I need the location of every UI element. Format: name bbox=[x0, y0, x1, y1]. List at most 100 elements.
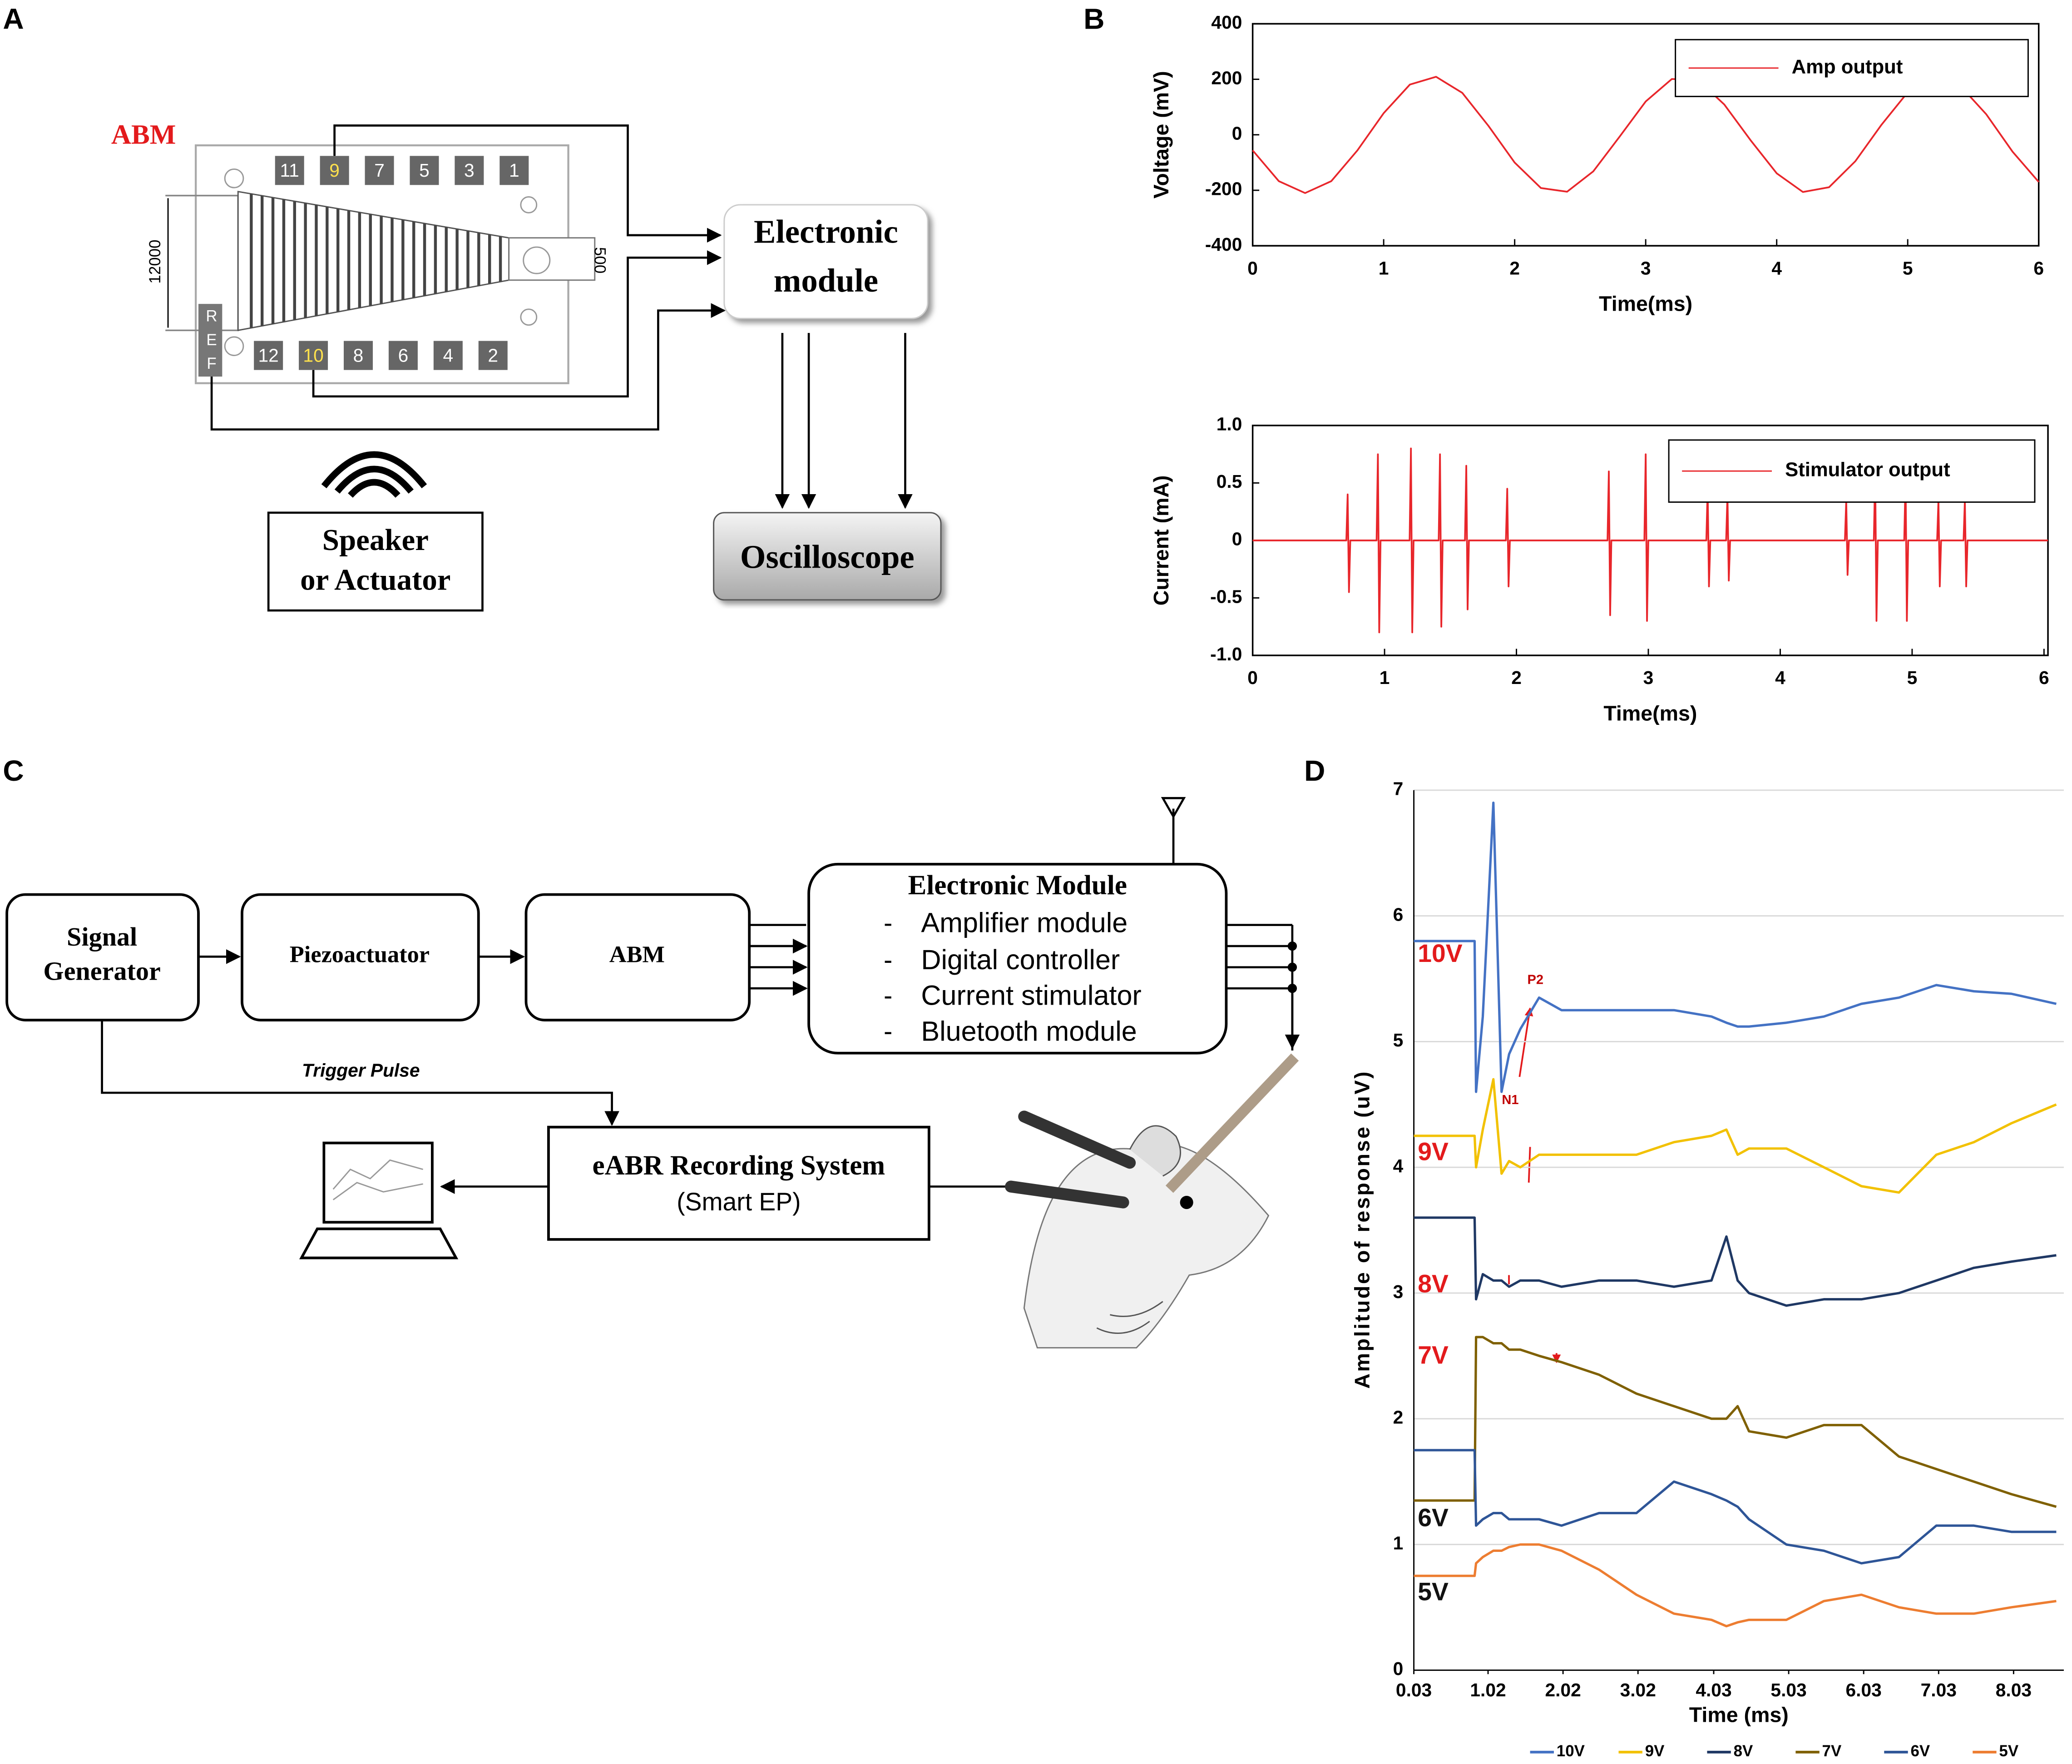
ref-label: F bbox=[207, 355, 216, 372]
electrode bbox=[410, 156, 439, 185]
ref-label: E bbox=[206, 331, 217, 349]
electrode-label: 12 bbox=[258, 345, 279, 366]
x-tick-label: 5 bbox=[1903, 258, 1913, 278]
legend-label: 7V bbox=[1822, 1742, 1842, 1760]
y-tick-label: 0 bbox=[1232, 529, 1242, 550]
electrode-label: 4 bbox=[443, 345, 454, 366]
module-box bbox=[723, 204, 929, 319]
y-tick-label: 0.5 bbox=[1216, 471, 1242, 492]
box bbox=[807, 862, 1228, 1055]
series-label: 6V bbox=[1418, 1503, 1449, 1531]
y-tick-label: 6 bbox=[1393, 904, 1404, 925]
label: or Actuator bbox=[300, 563, 450, 596]
y-tick-label: 0 bbox=[1232, 123, 1242, 144]
y-tick-label: 200 bbox=[1211, 67, 1242, 88]
y-tick-label: -200 bbox=[1205, 178, 1242, 199]
x-tick-label: 3 bbox=[1643, 667, 1654, 688]
label: Piezoactuator bbox=[290, 941, 430, 967]
rat bbox=[1023, 1143, 1270, 1349]
annotation: N1 bbox=[1502, 1093, 1518, 1107]
x-axis-label: Time(ms) bbox=[1599, 292, 1692, 315]
label: Speaker bbox=[322, 523, 429, 557]
x-tick-label: 5.03 bbox=[1770, 1680, 1806, 1700]
bullet: - bbox=[884, 945, 892, 975]
arrow bbox=[101, 1020, 619, 1126]
box bbox=[547, 1125, 930, 1241]
y-tick-label: 1 bbox=[1393, 1532, 1404, 1553]
label: module bbox=[774, 262, 878, 299]
screen-trace bbox=[332, 1159, 423, 1200]
x-axis-label: Time(ms) bbox=[1603, 701, 1697, 725]
x-tick-label: 8.03 bbox=[1996, 1680, 2032, 1700]
label: Trigger Pulse bbox=[302, 1060, 420, 1080]
annotation-arrow bbox=[1508, 1008, 1557, 1363]
junction bbox=[1287, 984, 1297, 993]
electrode bbox=[299, 341, 328, 370]
y-tick-label: -1.0 bbox=[1210, 644, 1242, 664]
x-tick-label: 6 bbox=[2039, 667, 2049, 688]
abm-label: ABM bbox=[111, 120, 176, 150]
series-line bbox=[1252, 447, 2048, 634]
electrode bbox=[433, 341, 463, 370]
electrode-label: 9 bbox=[329, 160, 340, 181]
wire bbox=[312, 250, 722, 398]
label: eABR Recording System bbox=[593, 1150, 885, 1181]
legend-label: Stimulator output bbox=[1785, 459, 1950, 481]
y-tick-label: 1.0 bbox=[1216, 414, 1242, 435]
y-tick-label: 7 bbox=[1393, 778, 1404, 799]
hole bbox=[520, 308, 538, 326]
electrode-label: 8 bbox=[353, 345, 364, 366]
sound-waves bbox=[321, 451, 427, 498]
x-tick-label: 6.03 bbox=[1846, 1680, 1882, 1700]
x-axis-label: Time (ms) bbox=[1689, 1703, 1789, 1727]
bullet: - bbox=[884, 981, 892, 1011]
label: Oscilloscope bbox=[740, 538, 915, 575]
x-tick-label: 2 bbox=[1509, 258, 1520, 278]
x-tick-label: 5 bbox=[1907, 667, 1918, 688]
legend-label: 5V bbox=[1999, 1742, 2018, 1760]
y-tick-label: 2 bbox=[1393, 1407, 1404, 1428]
speaker-box bbox=[267, 511, 484, 612]
series-label: 9V bbox=[1418, 1137, 1449, 1165]
rat-ear bbox=[1129, 1125, 1181, 1177]
label: ABM bbox=[609, 941, 665, 967]
y-tick-label: 3 bbox=[1393, 1281, 1404, 1302]
ref-label: R bbox=[206, 307, 217, 325]
electrode bbox=[320, 156, 349, 185]
x-tick-label: 1.02 bbox=[1470, 1680, 1506, 1700]
stripes bbox=[250, 193, 502, 328]
legend-label: 10V bbox=[1557, 1742, 1585, 1760]
electrode bbox=[478, 341, 508, 370]
electrode bbox=[455, 156, 484, 185]
series-label: 5V bbox=[1418, 1577, 1449, 1605]
hole bbox=[224, 336, 244, 357]
electrode-label: 5 bbox=[419, 160, 430, 181]
x-tick-label: 1 bbox=[1380, 667, 1390, 688]
x-tick-label: 3 bbox=[1641, 258, 1651, 278]
bullet: - bbox=[884, 908, 892, 938]
electrode bbox=[365, 156, 394, 185]
electrode-label: 7 bbox=[374, 160, 385, 181]
y-axis-label: Amplitude of response (uV) bbox=[1350, 1071, 1374, 1388]
series-line bbox=[1414, 1449, 2057, 1565]
label: Signal bbox=[67, 922, 137, 951]
electrode-label: 1 bbox=[509, 160, 519, 181]
y-axis-label: Voltage (mV) bbox=[1149, 71, 1173, 198]
y-tick-label: -0.5 bbox=[1210, 586, 1242, 607]
x-tick-label: 4.03 bbox=[1696, 1680, 1731, 1700]
x-tick-label: 2 bbox=[1511, 667, 1522, 688]
electrode bbox=[499, 156, 529, 185]
y-tick-label: 4 bbox=[1393, 1155, 1404, 1176]
panel-label: C bbox=[3, 754, 24, 787]
electrode bbox=[1018, 1110, 1136, 1169]
label: Electronic bbox=[754, 213, 898, 250]
legend-label: 8V bbox=[1734, 1742, 1753, 1760]
electrode-label: 10 bbox=[303, 345, 323, 366]
panel-label: D bbox=[1304, 754, 1325, 787]
hole bbox=[224, 168, 244, 188]
series-line bbox=[1414, 1336, 2057, 1508]
y-axis-label: Current (mA) bbox=[1149, 475, 1173, 605]
electrode bbox=[388, 341, 418, 370]
label: (Smart EP) bbox=[677, 1188, 801, 1216]
x-tick-label: 4 bbox=[1775, 667, 1785, 688]
